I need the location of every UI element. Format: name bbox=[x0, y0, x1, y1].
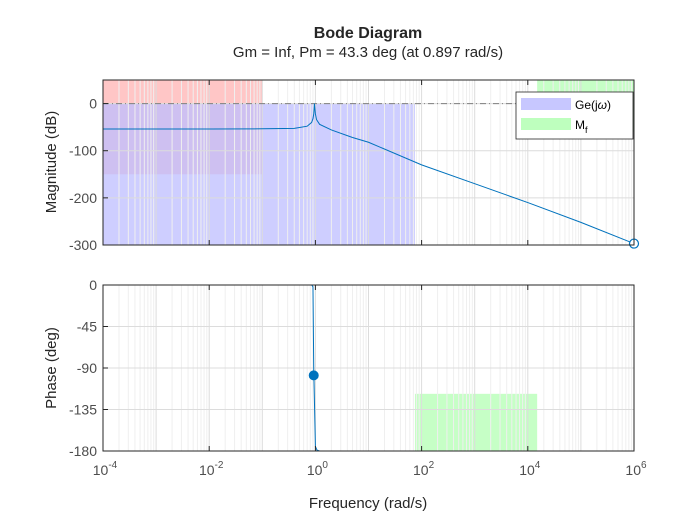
x-tick-labels: 10-4 10-2 100 102 104 106 bbox=[93, 460, 647, 478]
magnitude-axes-box bbox=[102, 79, 635, 246]
y-tick-label: -90 bbox=[77, 360, 97, 376]
x-tick-base: 10 bbox=[625, 462, 641, 478]
y-tick-label: 0 bbox=[89, 96, 97, 112]
x-tick-base: 10 bbox=[307, 462, 323, 478]
legend-label: Mf bbox=[575, 118, 588, 135]
x-tick-label: 100 bbox=[307, 460, 329, 478]
phase-x-ticks bbox=[102, 285, 635, 451]
x-tick-base: 10 bbox=[199, 462, 215, 478]
legend-label-suffix: ) bbox=[607, 98, 611, 112]
y-tick-label: -100 bbox=[69, 143, 97, 159]
magnitude-y-ticks: 0 -100 -200 -300 bbox=[69, 96, 108, 253]
legend-swatch-ge bbox=[521, 98, 571, 110]
phase-panel: 0 -45 -90 -135 -180 Phase (deg) bbox=[43, 277, 635, 459]
x-tick-exponent: 0 bbox=[322, 460, 328, 471]
x-tick-base: 10 bbox=[93, 462, 109, 478]
x-tick-base: 10 bbox=[519, 462, 535, 478]
x-tick-label: 102 bbox=[413, 460, 435, 478]
region-mf bbox=[414, 393, 538, 451]
x-tick-base: 10 bbox=[413, 462, 429, 478]
y-tick-label: -200 bbox=[69, 190, 97, 206]
x-tick-label: 104 bbox=[519, 460, 541, 478]
y-tick-label: -135 bbox=[69, 402, 97, 418]
magnitude-ylabel: Magnitude (dB) bbox=[43, 111, 60, 214]
x-tick-exponent: 2 bbox=[429, 460, 435, 471]
legend-label-text: Ge(j bbox=[575, 98, 598, 112]
x-tick-exponent: -4 bbox=[108, 460, 117, 471]
x-tick-exponent: 6 bbox=[641, 460, 647, 471]
series-line bbox=[103, 103, 635, 245]
legend-label-text: M bbox=[575, 118, 585, 132]
x-tick-exponent: -2 bbox=[215, 460, 224, 471]
y-tick-label: -45 bbox=[77, 319, 97, 335]
chart-title: Bode Diagram bbox=[314, 25, 422, 42]
magnitude-x-ticks bbox=[102, 80, 635, 245]
legend-label: Ge(jω) bbox=[575, 98, 611, 112]
magnitude-panel: 0 -100 -200 -300 Ge(jω) Mf Magnitude (dB) bbox=[43, 79, 640, 253]
y-tick-label: -180 bbox=[69, 443, 97, 459]
chart-subtitle: Gm = Inf, Pm = 43.3 deg (at 0.897 rad/s) bbox=[233, 44, 503, 61]
phase-y-ticks: 0 -45 -90 -135 -180 bbox=[69, 277, 108, 459]
legend-label-sub: f bbox=[585, 125, 588, 135]
phase-ylabel: Phase (deg) bbox=[43, 327, 60, 409]
x-tick-exponent: 4 bbox=[535, 460, 541, 471]
phase-marker bbox=[308, 370, 319, 381]
legend-label-symbol: ω bbox=[598, 98, 607, 112]
legend: Ge(jω) Mf bbox=[515, 91, 634, 140]
x-tick-label: 106 bbox=[625, 460, 647, 478]
y-tick-label: 0 bbox=[89, 277, 97, 293]
y-tick-label: -300 bbox=[69, 237, 97, 253]
legend-swatch-mf bbox=[521, 118, 571, 130]
x-axis-label: Frequency (rad/s) bbox=[309, 495, 427, 512]
phase-regions bbox=[414, 393, 538, 451]
x-tick-label: 10-2 bbox=[199, 460, 224, 478]
x-tick-label: 10-4 bbox=[93, 460, 118, 478]
